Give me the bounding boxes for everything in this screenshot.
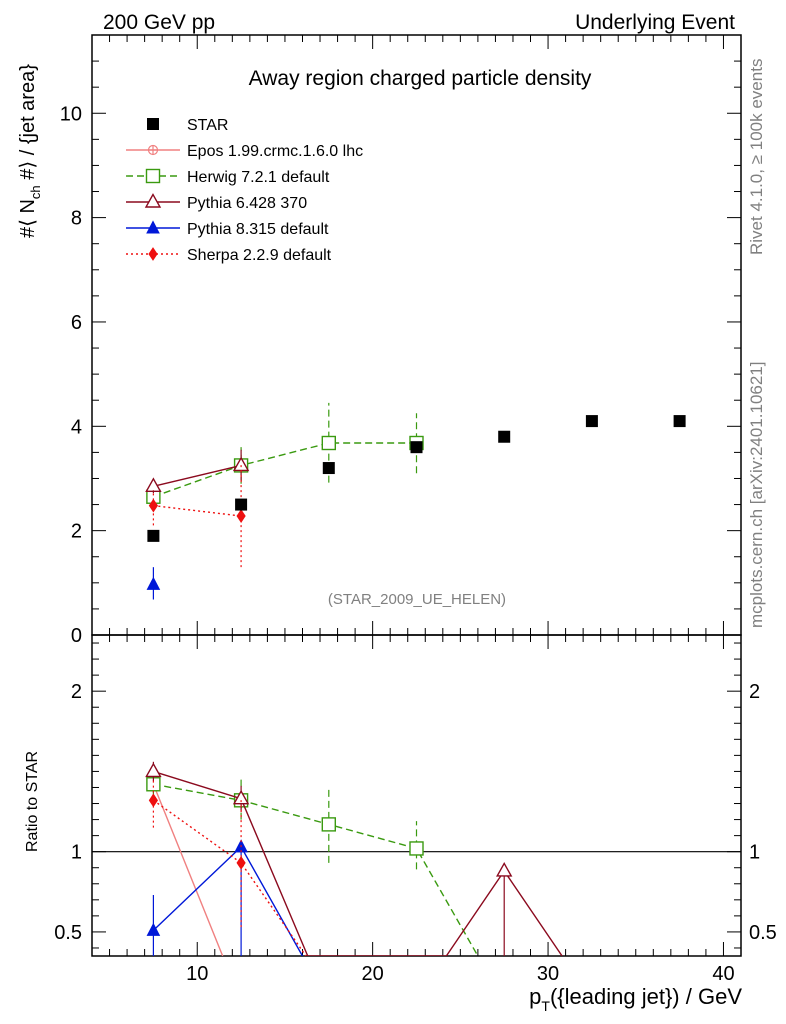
star-data-point bbox=[498, 430, 511, 443]
main-series bbox=[145, 402, 424, 600]
y-tick-label: 8 bbox=[71, 208, 82, 230]
watermark: (STAR_2009_UE_HELEN) bbox=[328, 591, 506, 608]
series-2-main-line bbox=[153, 464, 242, 487]
legend: STAR Epos 1.99.crmc.1.6.0 lhc Herwig 7.2.1… bbox=[126, 117, 363, 264]
x-tick-label: 20 bbox=[362, 963, 384, 985]
series-2-ratio-point bbox=[145, 762, 162, 778]
ratio-tick-label-left: 0.5 bbox=[54, 922, 82, 944]
ratio-tick-label-left: 1 bbox=[71, 842, 82, 864]
series-1-main-point bbox=[321, 435, 336, 451]
series-4-ratio-point bbox=[148, 793, 158, 808]
plot-title: Away region charged particle density bbox=[249, 67, 592, 90]
star-data-point bbox=[410, 441, 423, 454]
header-right: Underlying Event bbox=[575, 11, 735, 34]
star-data-main bbox=[147, 415, 686, 542]
legend-marker-2 bbox=[144, 193, 162, 208]
ratio-tick-label-right: 0.5 bbox=[749, 922, 777, 944]
x-axis-label-sub: T bbox=[541, 998, 550, 1014]
y-tick-label: 2 bbox=[71, 521, 82, 543]
y-axis-label-rest: #⟩ / {jet area} bbox=[17, 64, 39, 186]
y-axis-label-sub: ch bbox=[28, 185, 43, 199]
ratio-tick-label-left: 2 bbox=[71, 681, 82, 703]
series-2-ratio-point bbox=[232, 789, 250, 805]
y-tick-label: 10 bbox=[60, 103, 82, 125]
series-4-main-point bbox=[236, 509, 246, 523]
series-1-ratio-point bbox=[409, 841, 424, 856]
star-data-point bbox=[235, 498, 248, 511]
star-data-point bbox=[585, 415, 598, 428]
x-tick-label: 40 bbox=[712, 963, 734, 985]
legend-marker-3 bbox=[146, 220, 160, 234]
series-4-ratio-line bbox=[152, 799, 307, 956]
side-text-top: Rivet 4.1.0, ≥ 100k events bbox=[747, 59, 766, 255]
series-1-ratio-line bbox=[153, 783, 479, 956]
axis-ticks: 10 20 30 40 0 2 4 6 8 10 0.5 0.5 1 1 2 2 bbox=[54, 35, 777, 985]
series-0-ratio-line bbox=[152, 784, 224, 956]
legend-marker-4 bbox=[148, 247, 158, 261]
legend-star-marker bbox=[147, 118, 159, 130]
series-3-ratio-line bbox=[152, 845, 304, 956]
y-axis-label: #⟨ Nch #⟩ / {jet area} bbox=[17, 64, 43, 238]
legend-label-4: Sherpa 2.2.9 default bbox=[187, 247, 332, 264]
series-1-main-line bbox=[153, 442, 417, 498]
ratio-panel-frame bbox=[91, 634, 742, 957]
ratio-y-axis-label: Ratio to STAR bbox=[24, 751, 41, 852]
legend-label-3: Pythia 8.315 default bbox=[187, 221, 329, 238]
legend-label-2: Pythia 6.428 370 bbox=[187, 195, 307, 212]
y-tick-label: 0 bbox=[71, 625, 82, 647]
legend-marker-1 bbox=[145, 168, 161, 184]
header-left: 200 GeV pp bbox=[103, 11, 215, 34]
legend-label-0: Epos 1.99.crmc.1.6.0 lhc bbox=[187, 143, 363, 160]
y-tick-label: 4 bbox=[71, 416, 82, 438]
star-data-point bbox=[147, 529, 160, 542]
ratio-series bbox=[145, 761, 563, 956]
y-tick-label: 6 bbox=[71, 312, 82, 334]
x-axis-label: pT({leading jet}) / GeV bbox=[529, 984, 742, 1014]
legend-label-star: STAR bbox=[187, 117, 228, 134]
legend-marker-0 bbox=[147, 144, 159, 156]
side-text-bottom: mcplots.cern.ch [arXiv:2401.10621] bbox=[747, 362, 766, 628]
ratio-tick-label-right: 1 bbox=[749, 842, 760, 864]
legend-label-1: Herwig 7.2.1 default bbox=[187, 169, 330, 186]
x-axis-label-rest: ({leading jet}) / GeV bbox=[550, 984, 742, 1009]
star-data-point bbox=[673, 415, 686, 428]
series-4-main-line bbox=[153, 504, 242, 517]
series-2-main-point bbox=[145, 477, 162, 493]
series-1-ratio-point bbox=[321, 817, 336, 832]
series-2-ratio-point bbox=[496, 862, 513, 877]
ratio-tick-label-right: 2 bbox=[749, 681, 760, 703]
x-tick-label: 30 bbox=[537, 963, 559, 985]
series-4-ratio-point bbox=[236, 856, 246, 870]
series-2-ratio-line bbox=[153, 770, 563, 956]
series-3-ratio-point bbox=[146, 922, 161, 936]
x-tick-label: 10 bbox=[186, 963, 208, 985]
y-axis-label-main: #⟨ N bbox=[17, 199, 39, 238]
series-4-main-point bbox=[148, 498, 158, 513]
star-data-point bbox=[322, 462, 335, 475]
x-axis-label-main: p bbox=[529, 984, 541, 1009]
series-3-main-point bbox=[146, 576, 161, 590]
